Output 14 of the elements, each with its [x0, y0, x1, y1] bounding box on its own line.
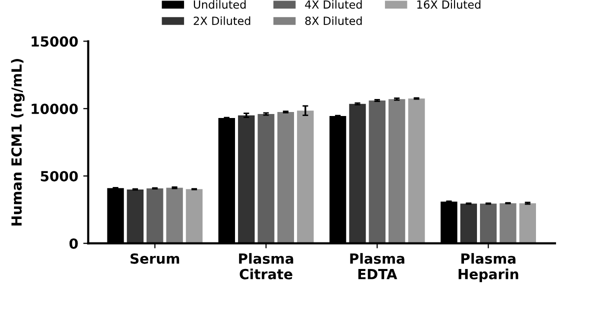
x-tick-label: Plasma Citrate: [239, 253, 294, 280]
y-tick-label: 10000: [32, 104, 78, 114]
y-axis-title: Human ECM1 (ng/mL): [11, 58, 25, 226]
x-tick-label: Plasma EDTA: [350, 253, 404, 280]
legend-label: 8X Diluted: [305, 16, 362, 26]
legend-label: 16X Diluted: [417, 0, 480, 9]
x-tick-label: Plasma Heparin: [458, 253, 518, 282]
legend-label: Undiluted: [194, 0, 246, 9]
x-tick-label: Serum: [130, 253, 180, 264]
y-tick-label: 5000: [40, 170, 78, 182]
y-tick-label: 15000: [32, 36, 78, 47]
legend-label: 2X Diluted: [194, 16, 250, 26]
y-tick-label: 0: [69, 238, 78, 249]
legend-label: 4X Diluted: [305, 0, 362, 9]
